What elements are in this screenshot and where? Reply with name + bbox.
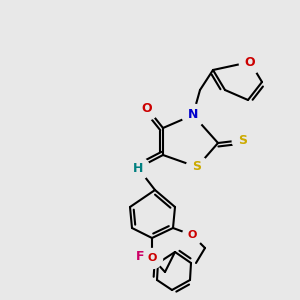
Text: O: O [147, 253, 157, 263]
Text: O: O [245, 56, 255, 68]
Text: O: O [187, 230, 197, 240]
Text: H: H [133, 161, 143, 175]
Text: S: S [193, 160, 202, 173]
Text: F: F [136, 250, 144, 262]
Text: O: O [142, 101, 152, 115]
Text: S: S [238, 134, 247, 146]
Text: N: N [188, 109, 198, 122]
